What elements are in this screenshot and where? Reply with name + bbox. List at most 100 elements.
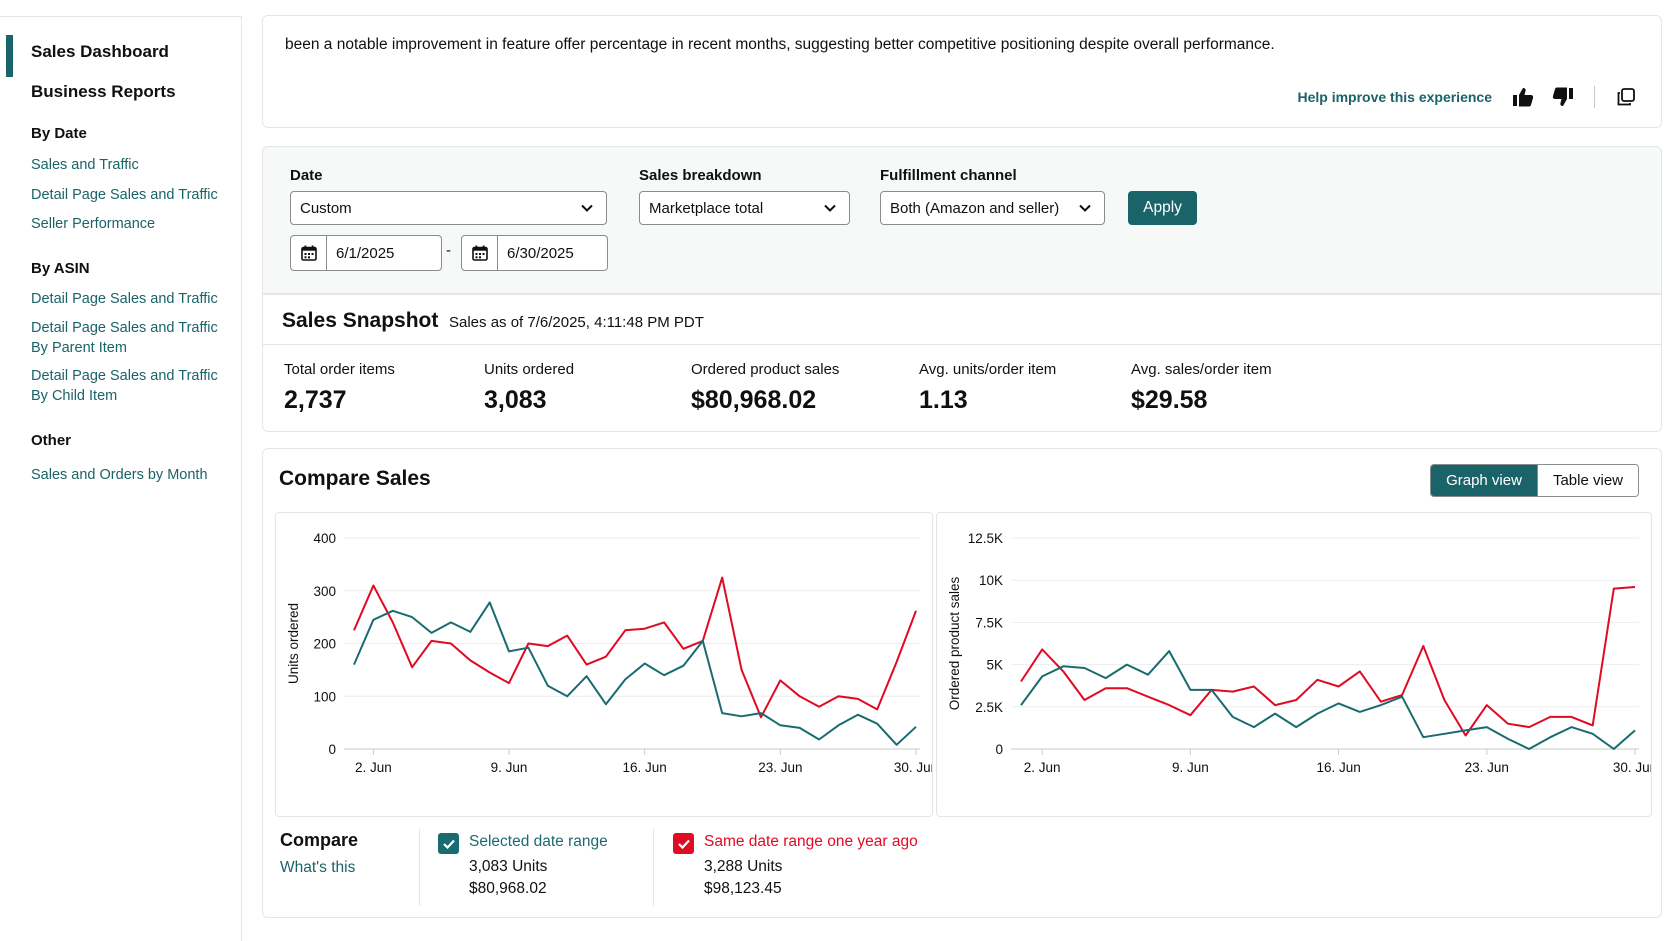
sidebar-item-asin-by-parent[interactable]: Detail Page Sales and Traffic By Parent … — [31, 320, 218, 356]
metric-label: Avg. sales/order item — [1131, 361, 1272, 378]
divider — [653, 829, 654, 906]
x-tick-label: 23. Jun — [1465, 760, 1509, 775]
sidebar-item-seller-performance[interactable]: Seller Performance — [31, 216, 156, 232]
selected-range-label: Selected date range — [469, 833, 608, 850]
check-icon — [677, 839, 690, 849]
y-tick-label: 100 — [313, 689, 336, 704]
metric-label: Units ordered — [484, 361, 575, 378]
sidebar-item-detail-page-sales-traffic[interactable]: Detail Page Sales and Traffic — [31, 187, 218, 203]
x-tick-label: 30. Jun — [894, 760, 932, 775]
y-tick-label: 400 — [313, 531, 336, 546]
x-tick-label: 9. Jun — [491, 760, 528, 775]
calendar-icon[interactable] — [462, 236, 498, 270]
end-date-value: 6/30/2025 — [507, 244, 574, 262]
metric-value: 2,737 — [284, 386, 347, 414]
fulfillment-channel-label: Fulfillment channel — [880, 167, 1017, 184]
sidebar-item-sales-orders-by-month[interactable]: Sales and Orders by Month — [31, 467, 208, 483]
start-date-value: 6/1/2025 — [336, 244, 395, 262]
series-line — [1020, 650, 1636, 750]
series-line — [353, 576, 917, 719]
ordered-sales-chart-svg: 0 2.5K 5K 7.5K 10K 12.5K Ordered product sales… — [947, 531, 1651, 775]
compare-label: Compare — [280, 830, 359, 850]
feedback-row: Help improve this experience — [1297, 84, 1639, 110]
previous-year-units: 3,288 Units — [704, 858, 783, 875]
metric-value: 1.13 — [919, 386, 968, 414]
insight-summary-text: been a notable improvement in feature of… — [285, 36, 1275, 53]
metric-label: Avg. units/order item — [919, 361, 1057, 378]
active-indicator — [6, 35, 13, 77]
sidebar-heading-by-date: By Date — [31, 125, 87, 142]
units-ordered-chart: 0 100 200 300 400 Units ordered 2. Jun 9. Jun 16… — [275, 512, 933, 817]
end-date-field[interactable]: 6/30/2025 — [461, 235, 608, 271]
sales-snapshot-timestamp: Sales as of 7/6/2025, 4:11:48 PM PDT — [449, 314, 704, 331]
y-tick-label: 2.5K — [975, 700, 1003, 715]
metric-value: $29.58 — [1131, 386, 1208, 414]
fulfillment-channel-value: Both (Amazon and seller) — [890, 199, 1060, 217]
y-tick-label: 10K — [979, 573, 1003, 588]
sidebar-item-asin-by-child[interactable]: Detail Page Sales and Traffic By Child I… — [31, 368, 218, 404]
thumbs-down-icon[interactable] — [1550, 84, 1576, 110]
whats-this-link[interactable]: What's this — [280, 859, 356, 876]
y-tick-label: 7.5K — [975, 615, 1003, 630]
x-tick-label: 9. Jun — [1172, 760, 1209, 775]
sidebar-heading-other: Other — [31, 432, 72, 449]
date-select-value: Custom — [300, 199, 352, 217]
fulfillment-channel-select[interactable]: Both (Amazon and seller) — [880, 191, 1105, 225]
start-date-field[interactable]: 6/1/2025 — [290, 235, 442, 271]
divider — [263, 344, 1661, 345]
divider — [419, 829, 420, 906]
x-tick-label: 2. Jun — [1024, 760, 1061, 775]
sidebar-item-business-reports[interactable]: Business Reports — [31, 82, 176, 101]
metric-label: Ordered product sales — [691, 361, 840, 378]
y-tick-label: 12.5K — [968, 531, 1003, 546]
y-axis-label: Units ordered — [286, 603, 301, 684]
date-select[interactable]: Custom — [290, 191, 607, 225]
x-tick-label: 30. Jun — [1613, 760, 1651, 775]
y-tick-label: 300 — [313, 584, 336, 599]
x-tick-label: 16. Jun — [1316, 760, 1360, 775]
chevron-down-icon — [1079, 204, 1091, 212]
thumbs-up-icon[interactable] — [1510, 84, 1536, 110]
units-ordered-chart-svg: 0 100 200 300 400 Units ordered 2. Jun 9. Jun 16… — [286, 531, 932, 775]
previous-year-label: Same date range one year ago — [704, 833, 918, 850]
previous-year-checkbox[interactable] — [673, 833, 694, 854]
series-line — [353, 601, 917, 746]
calendar-icon[interactable] — [291, 236, 327, 270]
date-label: Date — [290, 167, 323, 184]
sidebar: Sales Dashboard Business Reports By Date… — [0, 16, 242, 941]
x-tick-label: 16. Jun — [623, 760, 667, 775]
sales-breakdown-label: Sales breakdown — [639, 167, 762, 184]
selected-range-units: 3,083 Units — [469, 858, 548, 875]
selected-range-sales: $80,968.02 — [469, 880, 547, 897]
sidebar-item-sales-and-traffic[interactable]: Sales and Traffic — [31, 157, 139, 173]
compare-sales-card: Compare Sales Graph view Table view 0 100… — [262, 448, 1662, 918]
y-tick-label: 5K — [986, 658, 1003, 673]
table-view-button[interactable]: Table view — [1536, 465, 1638, 496]
chevron-down-icon — [581, 204, 593, 212]
metric-value: $80,968.02 — [691, 386, 817, 414]
check-icon — [442, 839, 455, 849]
selected-range-checkbox[interactable] — [438, 833, 459, 854]
ordered-sales-chart: 0 2.5K 5K 7.5K 10K 12.5K Ordered product sales… — [936, 512, 1652, 817]
metric-value: 3,083 — [484, 386, 547, 414]
sidebar-item-sales-dashboard[interactable]: Sales Dashboard — [31, 42, 169, 61]
y-tick-label: 0 — [995, 742, 1003, 757]
series-line — [1020, 586, 1636, 737]
divider — [1594, 86, 1595, 108]
sidebar-heading-by-asin: By ASIN — [31, 260, 90, 277]
apply-button[interactable]: Apply — [1128, 191, 1197, 225]
sales-snapshot-card: Sales Snapshot Sales as of 7/6/2025, 4:1… — [262, 294, 1662, 432]
graph-view-button[interactable]: Graph view — [1431, 465, 1537, 496]
view-toggle: Graph view Table view — [1430, 464, 1639, 497]
y-tick-label: 0 — [328, 742, 336, 757]
help-improve-link[interactable]: Help improve this experience — [1297, 89, 1492, 105]
copy-icon[interactable] — [1613, 84, 1639, 110]
x-tick-label: 23. Jun — [758, 760, 802, 775]
sidebar-item-asin-detail-page[interactable]: Detail Page Sales and Traffic — [31, 291, 218, 307]
y-axis-label: Ordered product sales — [947, 576, 962, 710]
sales-breakdown-select[interactable]: Marketplace total — [639, 191, 850, 225]
date-range-separator: - — [446, 242, 451, 259]
y-tick-label: 200 — [313, 637, 336, 652]
chevron-down-icon — [824, 204, 836, 212]
x-tick-label: 2. Jun — [355, 760, 392, 775]
